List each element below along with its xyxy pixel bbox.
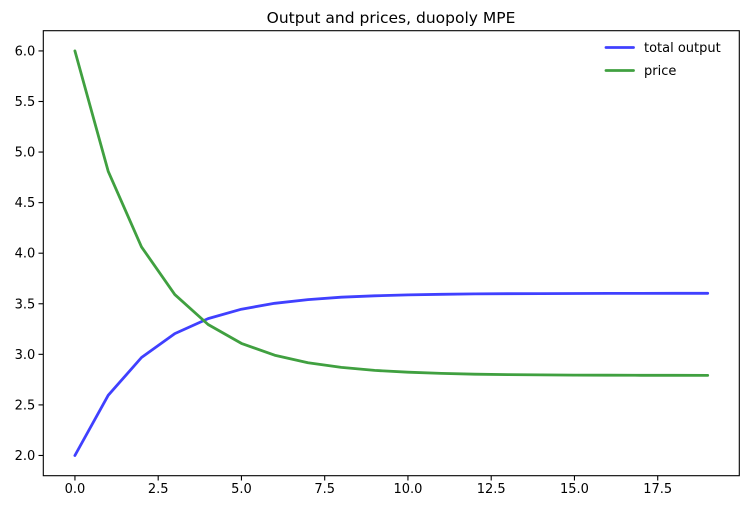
x-tick-label: 17.5 <box>643 482 672 497</box>
x-tick-label: 10.0 <box>393 482 422 497</box>
x-tick-label: 5.0 <box>231 482 252 497</box>
x-tick-label: 0.0 <box>65 482 86 497</box>
y-tick-label: 3.0 <box>15 348 36 363</box>
y-tick-label: 5.5 <box>15 95 36 110</box>
legend-label: price <box>644 64 676 79</box>
chart-title: Output and prices, duopoly MPE <box>267 9 516 27</box>
series-layer <box>73 49 710 457</box>
axis-ticks-layer: 0.0 2.5 5.0 7.5 10.0 12.5 15.0 17.5 2.0 2.5 3.0 3.5… <box>15 44 673 497</box>
y-tick-label: 4.0 <box>15 247 36 262</box>
axes-frame <box>42 30 740 477</box>
y-tick-label: 4.5 <box>15 196 36 211</box>
series-line-total-output <box>73 291 710 457</box>
y-tick-label: 2.0 <box>15 449 36 464</box>
legend: total output price <box>604 41 721 79</box>
y-tick-label: 3.5 <box>15 297 36 312</box>
y-tick-label: 6.0 <box>15 44 36 59</box>
x-tick-label: 7.5 <box>314 482 335 497</box>
y-tick-label: 2.5 <box>15 398 36 413</box>
series-line-price <box>73 49 710 377</box>
x-tick-label: 2.5 <box>148 482 169 497</box>
y-tick-label: 5.0 <box>15 146 36 161</box>
x-tick-label: 15.0 <box>560 482 589 497</box>
x-tick-label: 12.5 <box>477 482 506 497</box>
legend-label: total output <box>644 41 721 56</box>
